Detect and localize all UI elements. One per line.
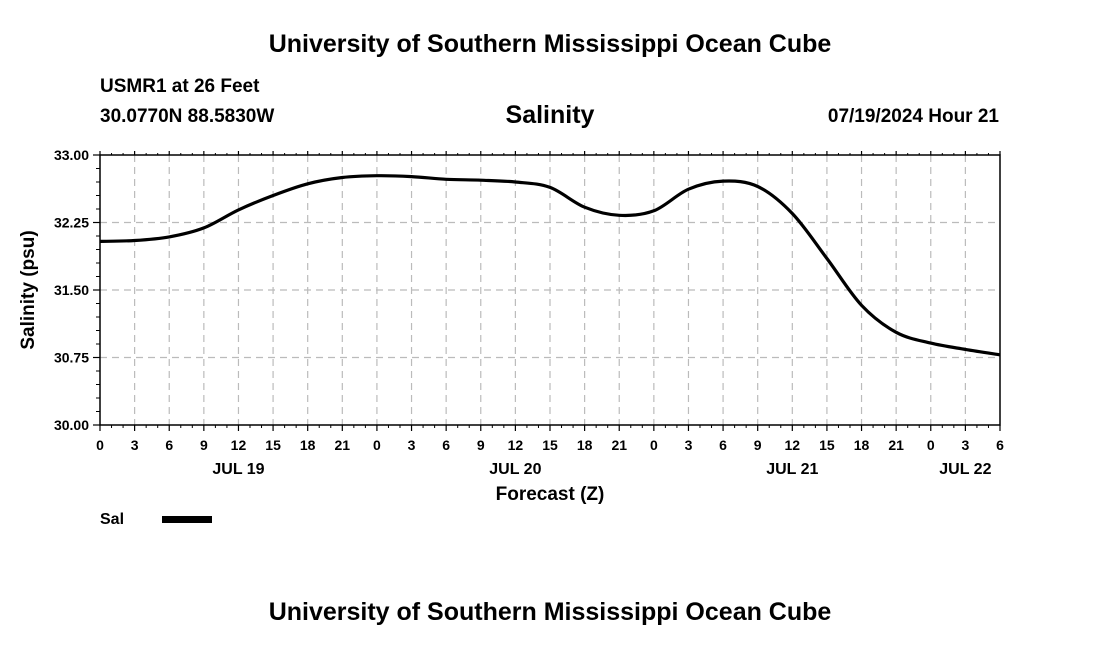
y-tick-label: 30.75	[54, 350, 89, 366]
series-group	[99, 174, 1001, 357]
date-label: JUL 19	[212, 461, 264, 478]
y-tick-label: 33.00	[54, 147, 89, 163]
x-tick-label: 0	[927, 437, 935, 453]
x-tick-label: 12	[785, 437, 801, 453]
x-tick-label: 9	[200, 437, 208, 453]
x-tick-label: 12	[231, 437, 247, 453]
x-tick-label: 15	[265, 437, 281, 453]
y-tick-label: 30.00	[54, 417, 89, 433]
x-tick-label: 21	[611, 437, 627, 453]
x-tick-label: 3	[131, 437, 139, 453]
x-tick-label: 18	[300, 437, 316, 453]
y-tick-label: 32.25	[54, 215, 89, 231]
y-axis-label: Salinity (psu)	[18, 230, 39, 349]
page-title: University of Southern Mississippi Ocean…	[268, 30, 832, 58]
x-tick-label: 6	[442, 437, 450, 453]
x-tick-label: 9	[477, 437, 485, 453]
x-tick-label: 18	[854, 437, 870, 453]
x-tick-label: 0	[650, 437, 658, 453]
x-tick-label: 6	[165, 437, 173, 453]
legend-line-swatch	[162, 516, 212, 523]
legend-label: Sal	[100, 511, 125, 528]
axis-ticks	[93, 151, 1001, 431]
x-tick-label: 3	[685, 437, 693, 453]
date-label: JUL 20	[489, 461, 541, 478]
x-tick-label: 0	[96, 437, 104, 453]
x-tick-label: 12	[508, 437, 524, 453]
y-axis-tick-labels: 30.00 30.75 31.50 32.25 33.00	[54, 147, 89, 433]
x-tick-label: 6	[996, 437, 1004, 453]
x-tick-label: 15	[542, 437, 558, 453]
x-tick-label: 3	[408, 437, 416, 453]
station-label: USMR1 at 26 Feet	[100, 76, 260, 97]
date-label: JUL 21	[766, 461, 818, 478]
forecast-datetime: 07/19/2024 Hour 21	[827, 106, 999, 127]
date-label: JUL 22	[939, 461, 991, 478]
x-tick-label: 21	[335, 437, 351, 453]
chart-title: Salinity	[505, 101, 595, 129]
grid-lines	[100, 155, 1000, 425]
x-tick-label: 9	[754, 437, 762, 453]
x-axis-label: Forecast (Z)	[496, 484, 605, 505]
date-labels: JUL 19 JUL 20 JUL 21 JUL 22	[212, 461, 991, 478]
x-tick-label: 21	[888, 437, 904, 453]
x-tick-label: 3	[961, 437, 969, 453]
x-tick-label: 6	[719, 437, 727, 453]
y-tick-label: 31.50	[54, 282, 89, 298]
x-tick-label: 0	[373, 437, 381, 453]
plot-frame	[99, 154, 1001, 426]
x-tick-label: 18	[577, 437, 593, 453]
footer-title: University of Southern Mississippi Ocean…	[268, 598, 832, 626]
station-coordinates: 30.0770N 88.5830W	[100, 106, 275, 127]
x-axis-tick-labels: 0 3 6 9 12 15 18 21 0 3 6 9 12 15 18 21 0 3 6 9 12 15 18 21 0 3 6	[96, 437, 1004, 453]
x-tick-label: 15	[819, 437, 835, 453]
